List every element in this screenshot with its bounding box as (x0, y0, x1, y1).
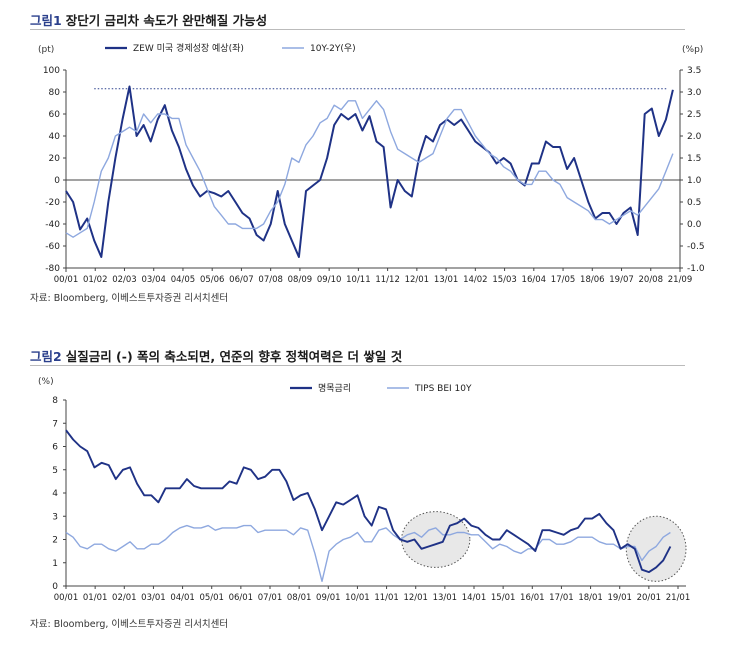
chart1-right-tick-label: 2.5 (687, 110, 701, 120)
chart2-x-tick-label: 19/01 (607, 593, 632, 603)
chart1-legend-label-2: 10Y-2Y(우) (310, 43, 356, 54)
chart2-x-tick-label: 12/01 (403, 593, 428, 603)
chart1-series-2-line (65, 100, 674, 238)
chart2-y-tick-label: 3 (52, 512, 58, 522)
chart2-x-tick-label: 02/01 (112, 593, 137, 603)
chart1-legend-label-1: ZEW 미국 경제성장 예상(좌) (133, 42, 244, 54)
chart2-x-tick-label: 16/01 (520, 593, 545, 603)
chart2-legend: 명목금리 TIPS BEI 10Y (290, 383, 472, 394)
chart2-x-tick-label: 15/01 (491, 593, 516, 603)
chart2-series-1-line (65, 429, 672, 574)
chart1-right-tick-label: 0.5 (687, 198, 701, 208)
chart1-x-tick-label: 05/06 (200, 275, 225, 285)
chart2-left-unit: (%) (38, 377, 54, 387)
chart1-left-tick-label: -40 (45, 220, 60, 230)
chart2-series-2-line (65, 524, 671, 583)
chart2-x-tick-label: 13/01 (433, 593, 458, 603)
chart1-x-tick-label: 10/11 (346, 275, 371, 285)
chart1-x-tick-label: 04/05 (171, 275, 196, 285)
chart1-x-tick-label: 16/04 (522, 275, 547, 285)
figure2-title: 그림2 실질금리 (-) 폭의 축소되면, 연준의 향후 정책여력은 더 쌓일 것 (30, 346, 402, 365)
chart1-x-tick-label: 20/08 (639, 275, 664, 285)
chart1-x-tick-label: 14/02 (463, 275, 488, 285)
chart1-legend: ZEW 미국 경제성장 예상(좌) 10Y-2Y(우) (105, 42, 356, 54)
figure2-tag: 그림2 (30, 349, 62, 364)
chart1-left-tick-label: 60 (49, 110, 61, 120)
chart2-y-tick-label: 6 (52, 443, 58, 453)
chart1-right-tick-label: 2.0 (687, 132, 702, 142)
chart2-x-tick-label: 01/01 (83, 593, 108, 603)
chart1-left-tick-label: 40 (49, 132, 61, 142)
chart2-x-tick-label: 06/01 (229, 593, 254, 603)
chart2-x-tick-label: 07/01 (258, 593, 283, 603)
chart2-svg: (%) 명목금리 TIPS BEI 10Y 8 7 6 5 4 3 2 1 000/01 01/01 02… (38, 377, 691, 603)
figure2-source: 자료: Bloomberg, 이베스트투자증권 리서치센터 (30, 619, 229, 630)
chart2-x-tick-label: 20/01 (637, 593, 662, 603)
chart1-x-tick-label: 09/10 (317, 275, 342, 285)
chart1-right-tick-label: 1.5 (687, 154, 701, 164)
chart2-y-tick-label: 0 (52, 582, 58, 592)
chart2-y-tick-label: 4 (52, 489, 58, 499)
chart1-right-tick-label: -1.0 (687, 264, 705, 274)
figure1-source: 자료: Bloomberg, 이베스트투자증권 리서치센터 (30, 293, 229, 304)
chart2-x-tick-label: 21/01 (666, 593, 691, 603)
chart1-right-tick-label: 1.0 (687, 176, 702, 186)
chart2-y-tick-label: 8 (52, 396, 58, 406)
chart1-x-tick-label: 15/03 (492, 275, 517, 285)
chart1-x-tick-label: 18/06 (580, 275, 605, 285)
figure1-title: 그림1 장단기 금리차 속도가 완만해질 가능성 (30, 10, 267, 29)
chart2-x-tick-label: 04/01 (170, 593, 195, 603)
chart2-x-tick-label: 10/01 (345, 593, 370, 603)
chart1-x-tick-label: 21/09 (668, 275, 693, 285)
chart2-y-tick-label: 2 (52, 536, 58, 546)
chart2-x-tick-label: 00/01 (54, 593, 79, 603)
chart2-y-tick-label: 7 (52, 419, 58, 429)
chart1-x-tick-label: 01/02 (83, 275, 108, 285)
chart2-x-tick-label: 14/01 (462, 593, 487, 603)
chart2-legend-label-1: 명목금리 (318, 383, 351, 394)
chart1-x-tick-label: 17/05 (551, 275, 576, 285)
chart1-x-tick-label: 00/01 (54, 275, 79, 285)
chart2-x-tick-label: 05/01 (199, 593, 224, 603)
chart1-right-tick-label: 3.5 (687, 66, 701, 76)
chart2-x-tick-label: 18/01 (578, 593, 603, 603)
chart1-right-tick-label: 0.0 (687, 220, 702, 230)
chart1-left-tick-label: 80 (49, 88, 61, 98)
chart1-left-tick-label: 20 (49, 154, 61, 164)
chart2-x-tick-label: 11/01 (374, 593, 399, 603)
chart1-x-tick-label: 11/12 (375, 275, 400, 285)
chart2-x-tick-label: 08/01 (287, 593, 312, 603)
chart1-x-tick-label: 08/09 (288, 275, 313, 285)
chart2-x-tick-label: 09/01 (316, 593, 341, 603)
chart1-left-tick-label: -20 (45, 198, 60, 208)
figure2-title-rule (30, 365, 685, 366)
chart1-left-unit: (pt) (38, 45, 54, 55)
chart1-right-tick-label: -0.5 (687, 242, 705, 252)
chart1-right-unit: (%p) (682, 45, 703, 55)
chart1-left-tick-label: 100 (43, 66, 60, 76)
chart1-series-1-line (65, 85, 674, 258)
chart1-right-tick-label: 3.0 (687, 88, 702, 98)
chart1-x-tick-label: 03/04 (141, 275, 166, 285)
chart1-svg: (pt) (%p) ZEW 미국 경제성장 예상(좌) 10Y-2Y(우) 100 80 6… (38, 42, 705, 285)
chart2-legend-label-2: TIPS BEI 10Y (414, 384, 472, 394)
chart2-x-tick-label: 03/01 (141, 593, 166, 603)
chart1-left-tick-label: 0 (54, 176, 60, 186)
chart1-x-tick-label: 07/08 (258, 275, 283, 285)
chart2-y-tick-label: 5 (52, 466, 58, 476)
chart1-x-tick-label: 06/07 (229, 275, 254, 285)
figure1-title-text: 장단기 금리차 속도가 완만해질 가능성 (65, 13, 268, 28)
chart1-x-tick-label: 13/01 (434, 275, 459, 285)
chart2-x-tick-label: 17/01 (549, 593, 574, 603)
chart1-x-tick-label: 12/01 (405, 275, 430, 285)
chart2-y-tick-label: 1 (52, 559, 58, 569)
figure1-tag: 그림1 (30, 13, 62, 28)
chart1-x-tick-label: 19/07 (609, 275, 634, 285)
figure2-title-text: 실질금리 (-) 폭의 축소되면, 연준의 향후 정책여력은 더 쌓일 것 (65, 349, 403, 364)
chart1-x-tick-label: 02/03 (112, 275, 137, 285)
chart1-left-tick-label: -60 (45, 242, 60, 252)
chart1-left-tick-label: -80 (45, 264, 60, 274)
figure1-title-rule (30, 29, 685, 30)
